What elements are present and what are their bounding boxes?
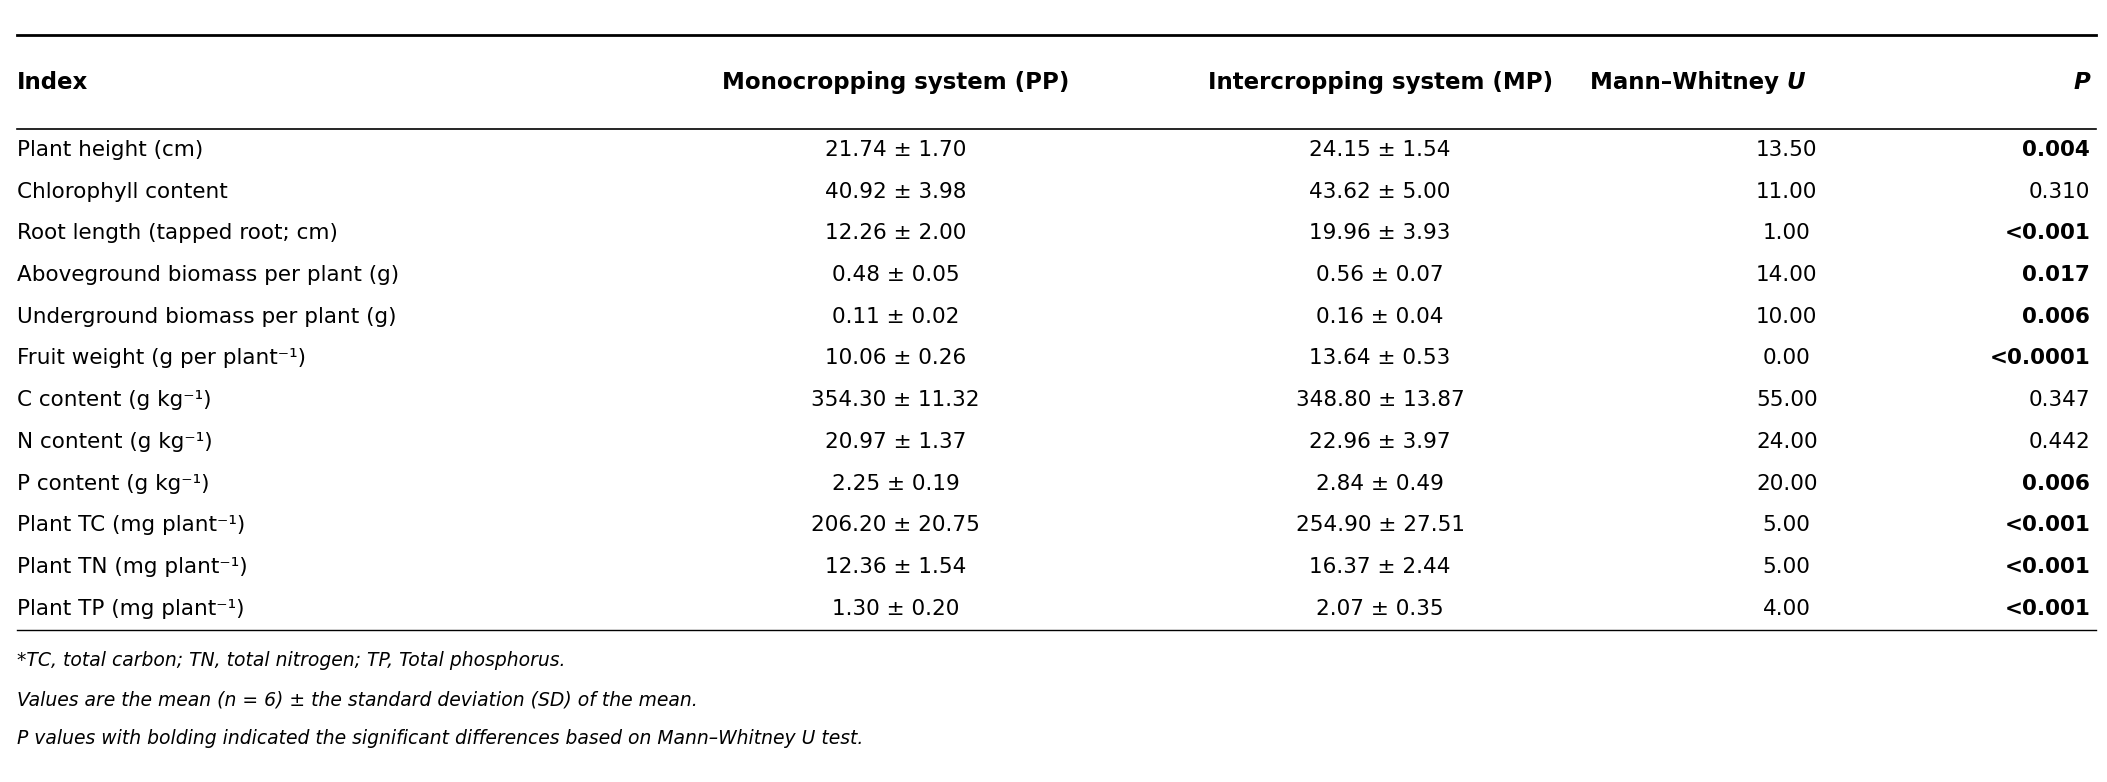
Text: Monocropping system (PP): Monocropping system (PP)	[723, 70, 1068, 94]
Text: 2.07 ± 0.35: 2.07 ± 0.35	[1317, 599, 1443, 619]
Text: 2.84 ± 0.49: 2.84 ± 0.49	[1317, 474, 1443, 493]
Text: 0.006: 0.006	[2023, 307, 2090, 327]
Text: 43.62 ± 5.00: 43.62 ± 5.00	[1308, 181, 1452, 202]
Text: 21.74 ± 1.70: 21.74 ± 1.70	[824, 140, 967, 160]
Text: Root length (tapped root; cm): Root length (tapped root; cm)	[17, 224, 337, 243]
Text: <0.001: <0.001	[2004, 599, 2090, 619]
Text: 13.50: 13.50	[1755, 140, 1818, 160]
Text: 0.310: 0.310	[2029, 181, 2090, 202]
Text: 0.006: 0.006	[2023, 474, 2090, 493]
Text: 40.92 ± 3.98: 40.92 ± 3.98	[824, 181, 967, 202]
Text: <0.001: <0.001	[2004, 557, 2090, 577]
Text: Index: Index	[17, 70, 88, 94]
Text: 0.11 ± 0.02: 0.11 ± 0.02	[832, 307, 959, 327]
Text: 206.20 ± 20.75: 206.20 ± 20.75	[811, 515, 980, 535]
Text: 0.347: 0.347	[2029, 390, 2090, 410]
Text: <0.001: <0.001	[2004, 515, 2090, 535]
Text: 16.37 ± 2.44: 16.37 ± 2.44	[1308, 557, 1452, 577]
Text: Fruit weight (g per plant⁻¹): Fruit weight (g per plant⁻¹)	[17, 349, 306, 368]
Text: P content (g kg⁻¹): P content (g kg⁻¹)	[17, 474, 209, 493]
Text: Underground biomass per plant (g): Underground biomass per plant (g)	[17, 307, 396, 327]
Text: 0.16 ± 0.04: 0.16 ± 0.04	[1317, 307, 1443, 327]
Text: Plant TC (mg plant⁻¹): Plant TC (mg plant⁻¹)	[17, 515, 244, 535]
Text: 12.36 ± 1.54: 12.36 ± 1.54	[824, 557, 967, 577]
Text: 1.00: 1.00	[1764, 224, 1810, 243]
Text: C content (g kg⁻¹): C content (g kg⁻¹)	[17, 390, 211, 410]
Text: 2.25 ± 0.19: 2.25 ± 0.19	[832, 474, 959, 493]
Text: 0.442: 0.442	[2029, 432, 2090, 452]
Text: 5.00: 5.00	[1764, 557, 1810, 577]
Text: 10.00: 10.00	[1755, 307, 1818, 327]
Text: 14.00: 14.00	[1755, 265, 1818, 285]
Text: 10.06 ± 0.26: 10.06 ± 0.26	[824, 349, 967, 368]
Text: 20.00: 20.00	[1755, 474, 1818, 493]
Text: Mann–Whitney: Mann–Whitney	[1591, 70, 1787, 94]
Text: Plant TP (mg plant⁻¹): Plant TP (mg plant⁻¹)	[17, 599, 244, 619]
Text: 1.30 ± 0.20: 1.30 ± 0.20	[832, 599, 959, 619]
Text: N content (g kg⁻¹): N content (g kg⁻¹)	[17, 432, 213, 452]
Text: P: P	[2073, 70, 2090, 94]
Text: 0.004: 0.004	[2023, 140, 2090, 160]
Text: Intercropping system (MP): Intercropping system (MP)	[1207, 70, 1553, 94]
Text: U: U	[1787, 70, 1806, 94]
Text: <0.001: <0.001	[2004, 224, 2090, 243]
Text: 24.00: 24.00	[1755, 432, 1818, 452]
Text: 12.26 ± 2.00: 12.26 ± 2.00	[824, 224, 967, 243]
Text: 11.00: 11.00	[1755, 181, 1818, 202]
Text: 354.30 ± 11.32: 354.30 ± 11.32	[811, 390, 980, 410]
Text: 19.96 ± 3.93: 19.96 ± 3.93	[1308, 224, 1452, 243]
Text: 0.48 ± 0.05: 0.48 ± 0.05	[832, 265, 959, 285]
Text: 5.00: 5.00	[1764, 515, 1810, 535]
Text: 4.00: 4.00	[1764, 599, 1810, 619]
Text: <0.0001: <0.0001	[1989, 349, 2090, 368]
Text: Plant TN (mg plant⁻¹): Plant TN (mg plant⁻¹)	[17, 557, 247, 577]
Text: 20.97 ± 1.37: 20.97 ± 1.37	[824, 432, 967, 452]
Text: 254.90 ± 27.51: 254.90 ± 27.51	[1296, 515, 1464, 535]
Text: 22.96 ± 3.97: 22.96 ± 3.97	[1308, 432, 1452, 452]
Text: 0.56 ± 0.07: 0.56 ± 0.07	[1317, 265, 1443, 285]
Text: Plant height (cm): Plant height (cm)	[17, 140, 202, 160]
Text: 348.80 ± 13.87: 348.80 ± 13.87	[1296, 390, 1464, 410]
Text: Aboveground biomass per plant (g): Aboveground biomass per plant (g)	[17, 265, 398, 285]
Text: 55.00: 55.00	[1755, 390, 1818, 410]
Text: 13.64 ± 0.53: 13.64 ± 0.53	[1308, 349, 1452, 368]
Text: *TC, total carbon; TN, total nitrogen; TP, Total phosphorus.: *TC, total carbon; TN, total nitrogen; T…	[17, 651, 565, 670]
Text: Chlorophyll content: Chlorophyll content	[17, 181, 228, 202]
Text: Values are the mean (n = 6) ± the standard deviation (SD) of the mean.: Values are the mean (n = 6) ± the standa…	[17, 691, 697, 709]
Text: P values with bolding indicated the significant differences based on Mann–Whitne: P values with bolding indicated the sign…	[17, 730, 864, 748]
Text: 0.00: 0.00	[1764, 349, 1810, 368]
Text: 0.017: 0.017	[2023, 265, 2090, 285]
Text: 24.15 ± 1.54: 24.15 ± 1.54	[1308, 140, 1452, 160]
